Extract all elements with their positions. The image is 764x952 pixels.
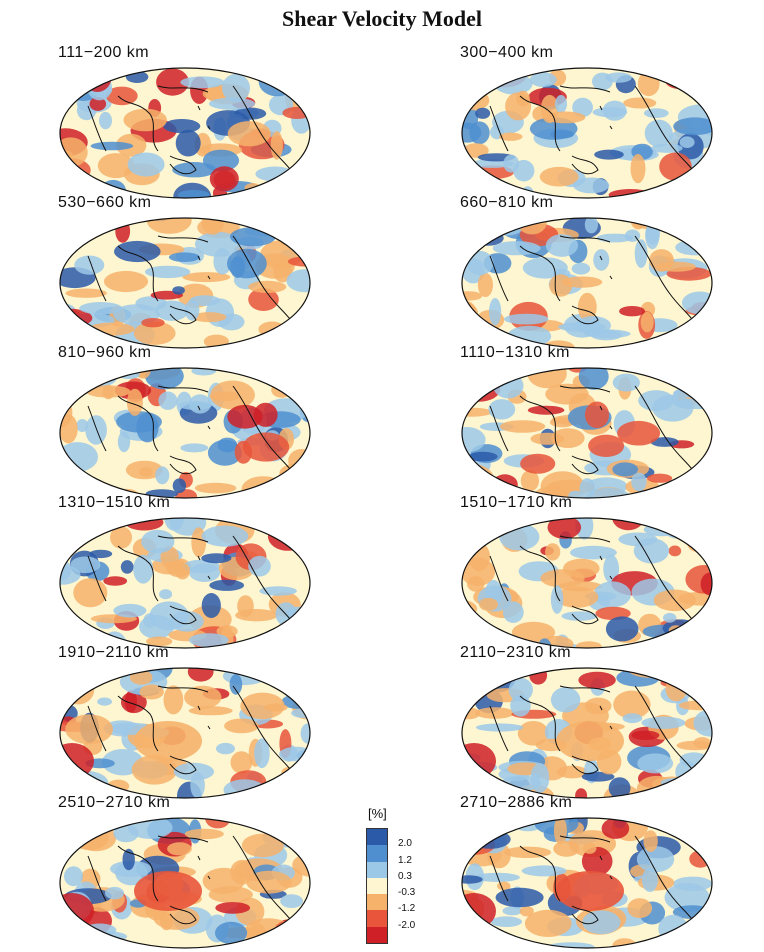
mollweide-map xyxy=(461,667,713,799)
color-legend: [%] 2.0 1.2 0.3 -0.3 -1.2 -2.0 xyxy=(366,806,436,946)
map-panel: 660−810 km xyxy=(460,194,720,349)
legend-swatch xyxy=(367,845,387,862)
mollweide-map xyxy=(461,367,713,499)
depth-label: 1510−1710 km xyxy=(460,494,573,511)
map-panel: 2110−2310 km xyxy=(460,644,720,799)
depth-label: 2510−2710 km xyxy=(58,794,171,811)
map-panel: 810−960 km xyxy=(58,344,318,499)
map-panel: 530−660 km xyxy=(58,194,318,349)
depth-label: 1110−1310 km xyxy=(460,344,570,361)
depth-label: 1910−2110 km xyxy=(58,644,170,661)
depth-label: 2110−2310 km xyxy=(460,644,572,661)
legend-swatch xyxy=(367,829,387,846)
legend-tick-label: -1.2 xyxy=(398,903,416,915)
legend-swatch xyxy=(367,910,387,927)
depth-label: 530−660 km xyxy=(58,194,152,211)
legend-swatch xyxy=(367,926,387,943)
mollweide-map xyxy=(461,67,713,199)
mollweide-map xyxy=(461,517,713,649)
map-panel: 1110−1310 km xyxy=(460,344,720,499)
legend-colorbar xyxy=(366,828,388,944)
map-panel: 1910−2110 km xyxy=(58,644,318,799)
legend-tick-label: -2.0 xyxy=(398,919,416,931)
depth-label: 810−960 km xyxy=(58,344,152,361)
mollweide-map xyxy=(59,667,311,799)
map-panel: 1510−1710 km xyxy=(460,494,720,649)
depth-label: 300−400 km xyxy=(460,44,554,61)
map-panel: 111−200 km xyxy=(58,44,318,199)
map-panel: 300−400 km xyxy=(460,44,720,199)
legend-unit: [%] xyxy=(368,806,387,821)
depth-label: 1310−1510 km xyxy=(58,494,171,511)
mollweide-map xyxy=(59,517,311,649)
mollweide-map xyxy=(461,817,713,949)
map-panel: 2710−2886 km xyxy=(460,794,720,949)
depth-label: 111−200 km xyxy=(58,44,150,61)
figure-title: Shear Velocity Model xyxy=(281,6,483,31)
legend-swatch xyxy=(367,861,387,878)
mollweide-map xyxy=(59,217,311,349)
mollweide-map xyxy=(59,67,311,199)
legend-tick-label: 0.3 xyxy=(398,870,412,882)
mollweide-map xyxy=(59,367,311,499)
mollweide-map xyxy=(59,817,311,949)
depth-label: 660−810 km xyxy=(460,194,554,211)
mollweide-map xyxy=(461,217,713,349)
legend-swatch xyxy=(367,877,387,895)
legend-swatch xyxy=(367,894,387,911)
depth-label: 2710−2886 km xyxy=(460,794,573,811)
legend-tick-label: 2.0 xyxy=(398,838,412,850)
map-panel: 2510−2710 km xyxy=(58,794,318,949)
map-panel: 1310−1510 km xyxy=(58,494,318,649)
legend-tick-label: -0.3 xyxy=(398,887,416,899)
legend-tick-label: 1.2 xyxy=(398,854,412,866)
